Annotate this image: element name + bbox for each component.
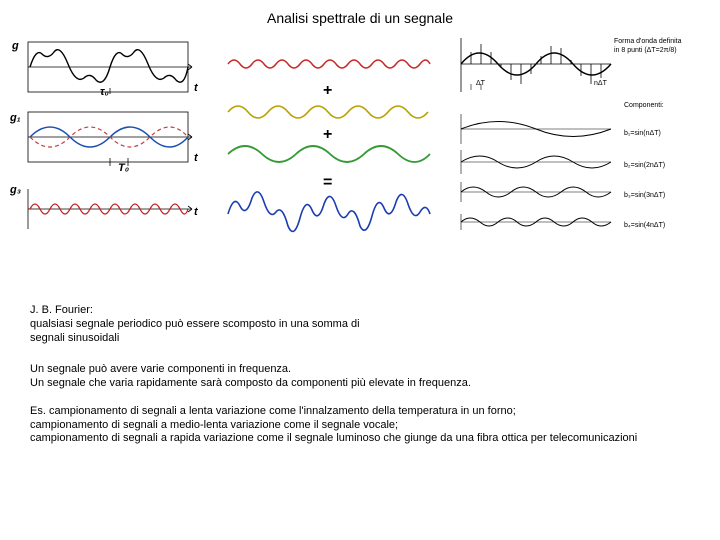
t-label-1: t — [194, 82, 198, 94]
fourier-name: J. B. Fourier: — [30, 304, 690, 318]
plus-2: + — [323, 126, 332, 144]
comp-line1: Un segnale può avere varie componenti in… — [30, 363, 690, 377]
ex-line1: Es. campionamento di segnali a lenta var… — [30, 405, 690, 419]
g-label: g — [12, 40, 19, 52]
right-plots-svg — [446, 34, 696, 244]
components-text: Un segnale può avere varie componenti in… — [0, 363, 720, 391]
T0-label: T₀ — [118, 162, 129, 174]
note-b2: b₂=sin(2nΔT) — [624, 162, 665, 169]
note-comp: Componenti: — [624, 102, 664, 109]
ex-line3: campionamento di segnali a rapida variaz… — [30, 432, 690, 446]
equals-sym: = — [323, 174, 332, 192]
plus-1: + — [323, 82, 332, 100]
fourier-line2: segnali sinusoidali — [30, 332, 690, 346]
note-dt: ΔT — [476, 80, 485, 87]
note-b4: b₄=sin(4nΔT) — [624, 222, 665, 229]
right-column: Forma d'onda definita in 8 punti (ΔT=2π/… — [446, 34, 696, 244]
examples-text: Es. campionamento di segnali a lenta var… — [0, 405, 720, 446]
page-title: Analisi spettrale di un segnale — [0, 0, 720, 34]
diagram-row: g g₁ g₃ τ₀ T₀ t t t — [0, 34, 720, 244]
g1-label: g₁ — [10, 112, 21, 124]
fourier-text: J. B. Fourier: qualsiasi segnale periodi… — [0, 304, 720, 345]
ex-line2: campionamento di segnali a medio-lenta v… — [30, 419, 690, 433]
middle-column: + + = — [218, 34, 438, 244]
t-label-2: t — [194, 152, 198, 164]
note-b1: b₁=sin(nΔT) — [624, 130, 661, 137]
comp-line2: Un segnale che varia rapidamente sarà co… — [30, 377, 690, 391]
note-b3: b₃=sin(3nΔT) — [624, 192, 665, 199]
t-label-3: t — [194, 206, 198, 218]
tau0-label: τ₀ — [100, 86, 109, 98]
left-column: g g₁ g₃ τ₀ T₀ t t t — [10, 34, 210, 244]
note-top1: Forma d'onda definita — [614, 38, 682, 45]
left-plots-svg — [10, 34, 210, 244]
g3-label: g₃ — [10, 184, 21, 196]
fourier-line1: qualsiasi segnale periodico può essere s… — [30, 318, 690, 332]
note-top2: in 8 punti (ΔT=2π/8) — [614, 47, 677, 54]
note-ndt: nΔT — [594, 80, 607, 87]
